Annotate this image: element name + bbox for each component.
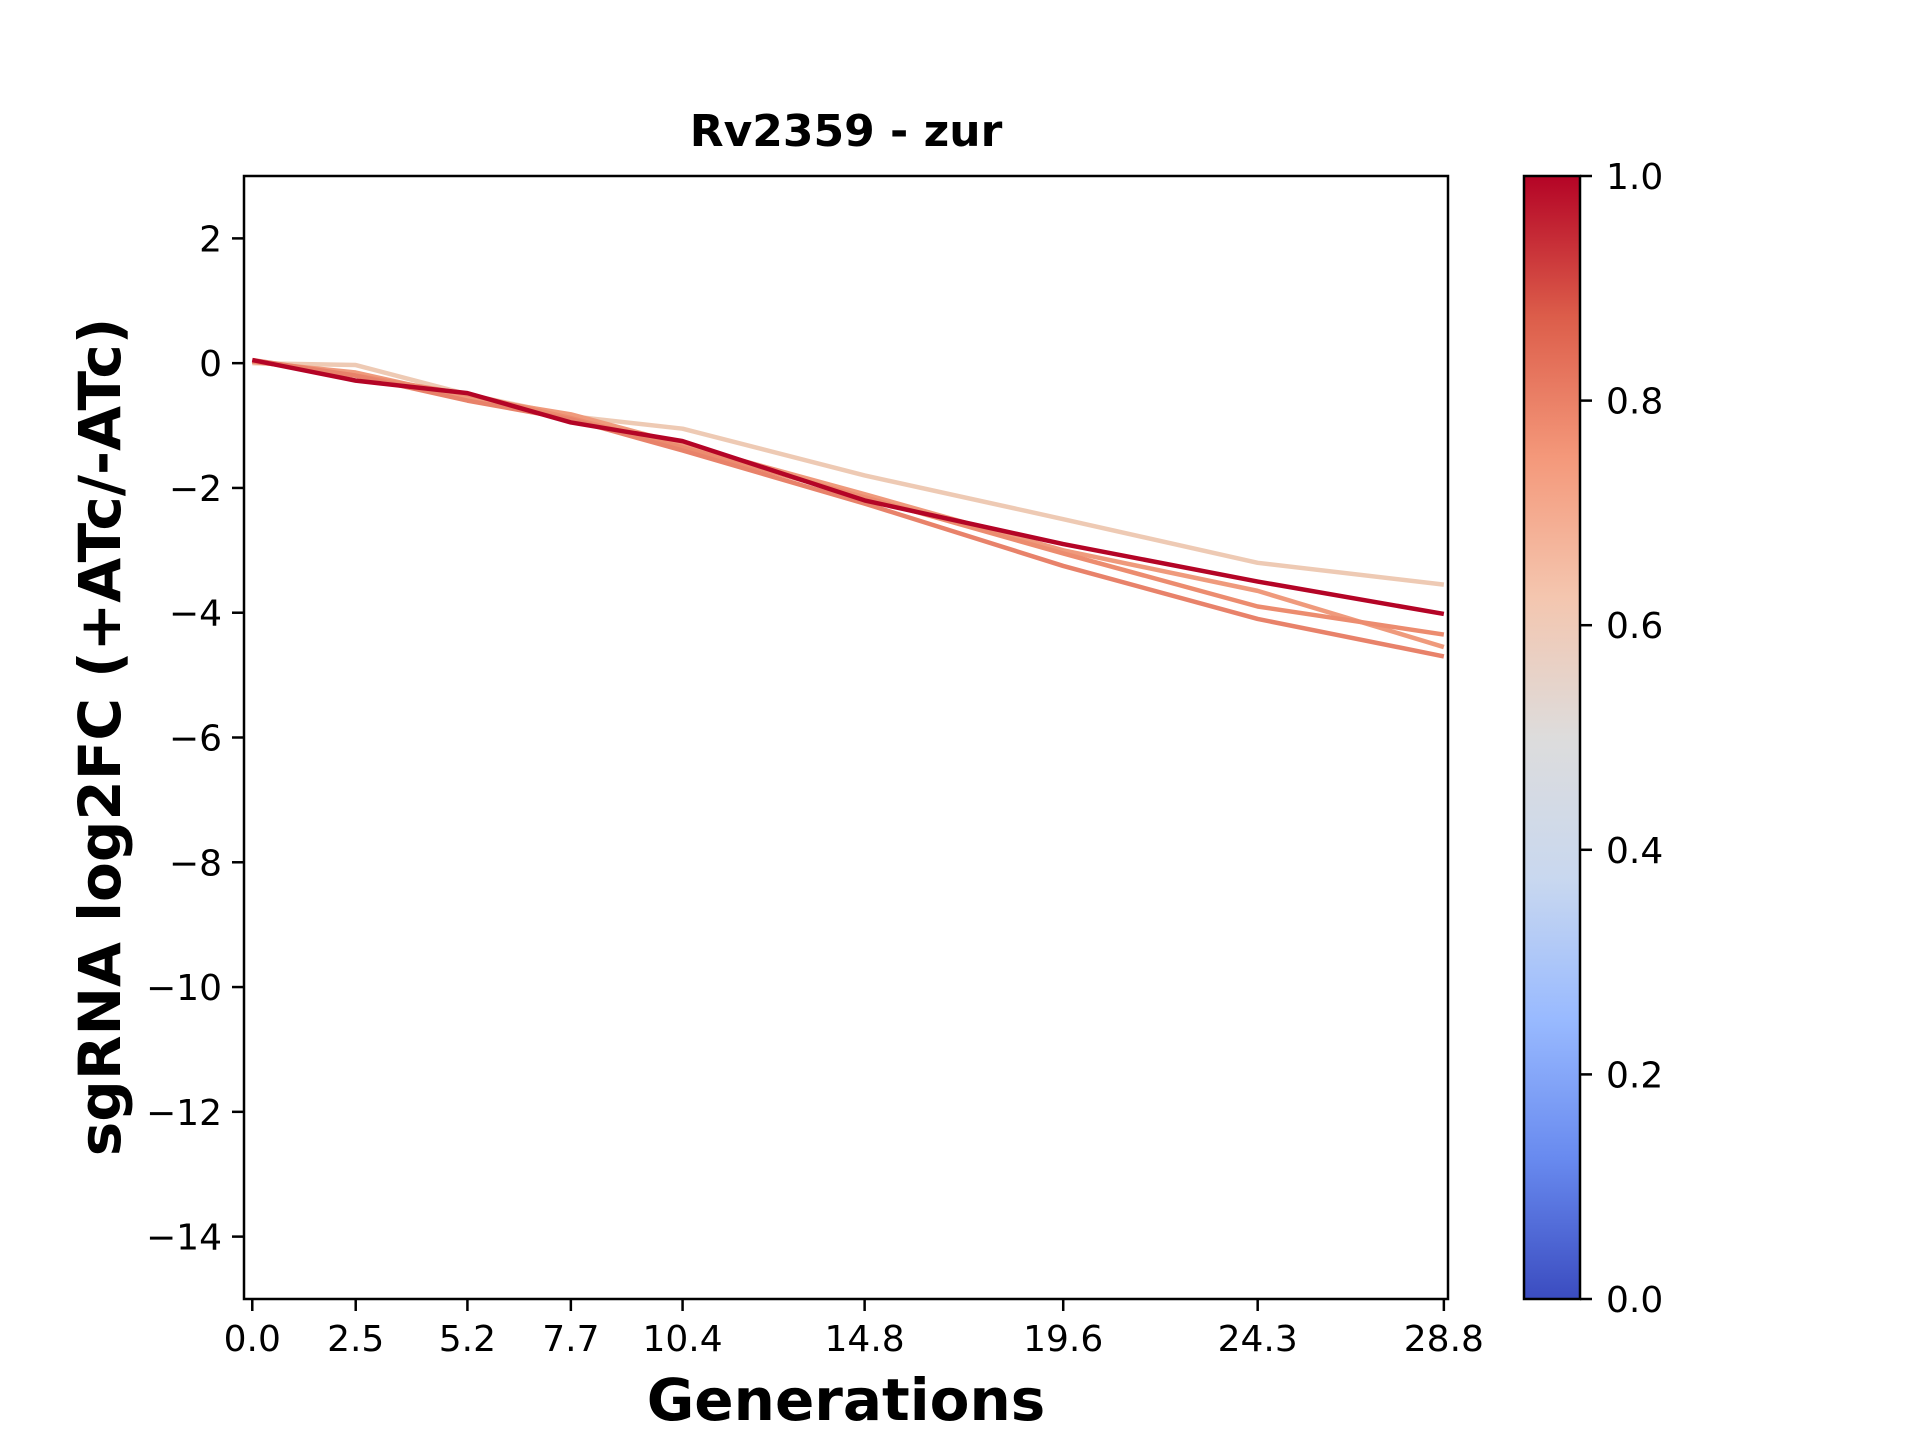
y-tick-label: −6	[169, 719, 222, 760]
x-tick-label: 28.8	[1404, 1319, 1484, 1360]
y-tick-label: 0	[199, 344, 222, 385]
y-axis: 2 0 −2 −4 −6 −8 −10 −12 −14	[146, 219, 244, 1259]
x-tick-label: 24.3	[1218, 1319, 1298, 1360]
series-line-1	[252, 359, 1445, 650]
x-axis: 0.0 2.5 5.2 7.7 10.4 14.8 19.6 24.3 28.8	[224, 1299, 1484, 1360]
x-tick-label: 5.2	[439, 1319, 496, 1360]
y-tick-label: −12	[146, 1093, 222, 1134]
y-tick-label: −8	[169, 843, 222, 884]
x-tick-label: 2.5	[327, 1319, 384, 1360]
series-line-3	[251, 357, 1445, 659]
x-tick-label: 19.6	[1023, 1319, 1103, 1360]
colorbar-axis: 0.0 0.2 0.4 0.6 0.8 1.0	[1580, 157, 1663, 1321]
y-tick-label: −10	[146, 968, 222, 1009]
series-line-0	[252, 360, 1445, 587]
colorbar-tick-label: 0.6	[1606, 606, 1663, 647]
plot-frame	[242, 174, 1450, 1301]
y-tick-label: −14	[146, 1218, 222, 1259]
colorbar-tick-label: 0.0	[1606, 1280, 1663, 1321]
colorbar-tick-label: 0.4	[1606, 831, 1663, 872]
colorbar-tick-label: 0.8	[1606, 382, 1663, 423]
x-axis-title: Generations	[647, 1366, 1046, 1434]
y-tick-label: −4	[169, 594, 222, 635]
y-tick-label: 2	[199, 219, 222, 260]
colorbar	[1522, 174, 1582, 1301]
colorbar-tick-label: 1.0	[1606, 157, 1663, 198]
series-layer	[251, 357, 1445, 659]
x-tick-label: 0.0	[224, 1319, 281, 1360]
y-axis-title: sgRNA log2FC (+ATc/-ATc)	[66, 318, 134, 1156]
y-tick-label: −2	[169, 469, 222, 510]
x-tick-label: 7.7	[542, 1319, 599, 1360]
x-tick-label: 10.4	[642, 1319, 722, 1360]
x-tick-label: 14.8	[825, 1319, 905, 1360]
colorbar-tick-label: 0.2	[1606, 1055, 1663, 1096]
chart-title: Rv2359 - zur	[690, 106, 1003, 157]
series-line-4	[251, 357, 1445, 617]
